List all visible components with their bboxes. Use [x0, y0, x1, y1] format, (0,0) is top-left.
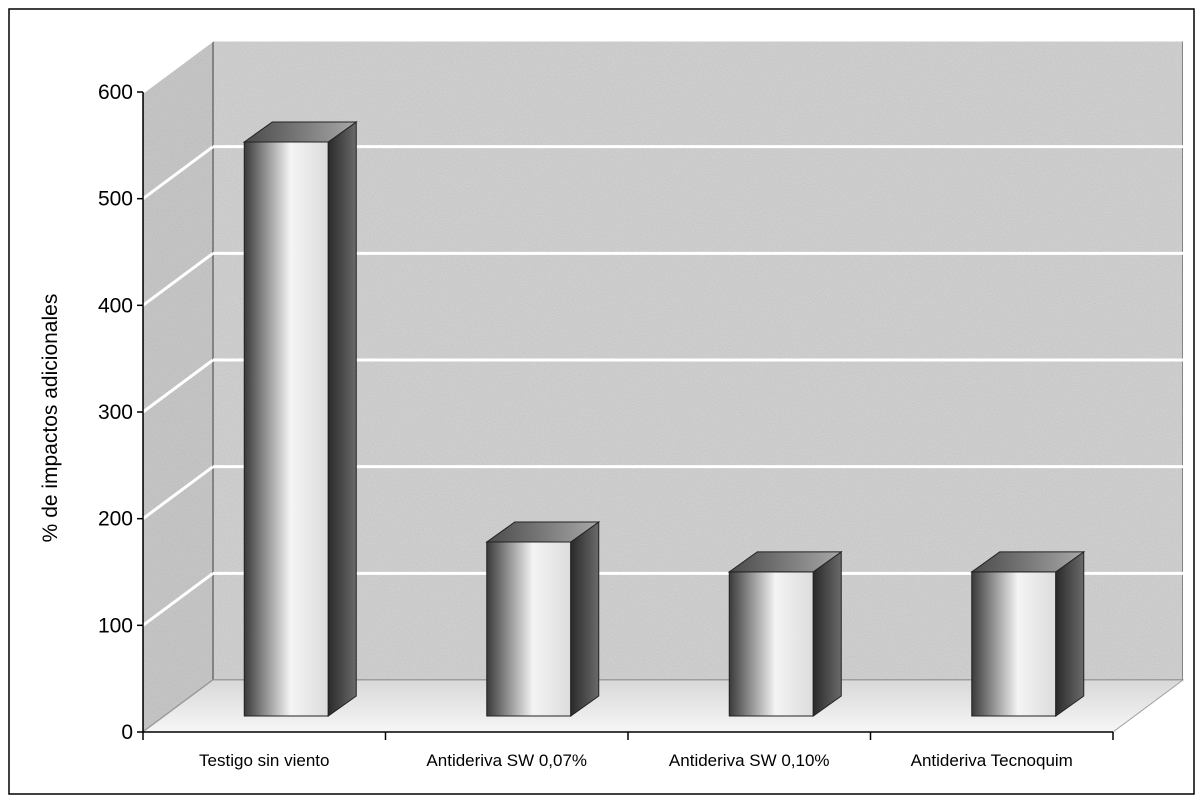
axes: 0 100 200 300 400 500 600 Testigo sin viento Ant…	[98, 81, 1114, 770]
bar-top-face	[727, 551, 843, 573]
bar-4	[970, 550, 1086, 717]
bar-top-face	[970, 551, 1086, 573]
gridline-side	[142, 38, 214, 94]
bar-3	[727, 550, 843, 717]
x-tick-label: Testigo sin viento	[199, 751, 329, 770]
gridline-side	[142, 358, 214, 414]
y-tick-label: 600	[98, 81, 133, 104]
bar-side-face	[812, 550, 842, 717]
y-tick-label: 500	[98, 188, 133, 211]
y-tick-label: 0	[121, 721, 133, 744]
bar-front-face	[243, 141, 329, 717]
x-tick-label: Antideriva SW 0,07%	[426, 751, 587, 770]
bar-2	[485, 521, 601, 717]
bar-side-face	[327, 121, 357, 717]
gridline-side	[142, 252, 214, 307]
y-tick-label: 100	[98, 614, 133, 637]
bar-top-face	[242, 121, 358, 143]
y-tick-label: 200	[98, 508, 133, 531]
bar-side-face	[1055, 550, 1085, 717]
bar-front-face	[486, 541, 572, 717]
y-tick-label: 400	[98, 294, 133, 317]
bar-1	[242, 121, 358, 717]
x-tick-label: Antideriva SW 0,10%	[669, 751, 830, 770]
y-tick-label: 300	[98, 401, 133, 424]
gridline-side	[142, 465, 214, 520]
gridline-side	[142, 572, 214, 627]
y-axis-title: % de impactos adicionales	[39, 294, 62, 543]
x-tick-label: Antideriva Tecnoquim	[911, 751, 1073, 770]
bar-top-face	[485, 521, 601, 543]
bars	[242, 121, 1086, 717]
gridline-side	[142, 145, 214, 200]
bar-front-face	[728, 571, 814, 717]
bar-front-face	[971, 571, 1057, 717]
bar-side-face	[570, 521, 600, 717]
